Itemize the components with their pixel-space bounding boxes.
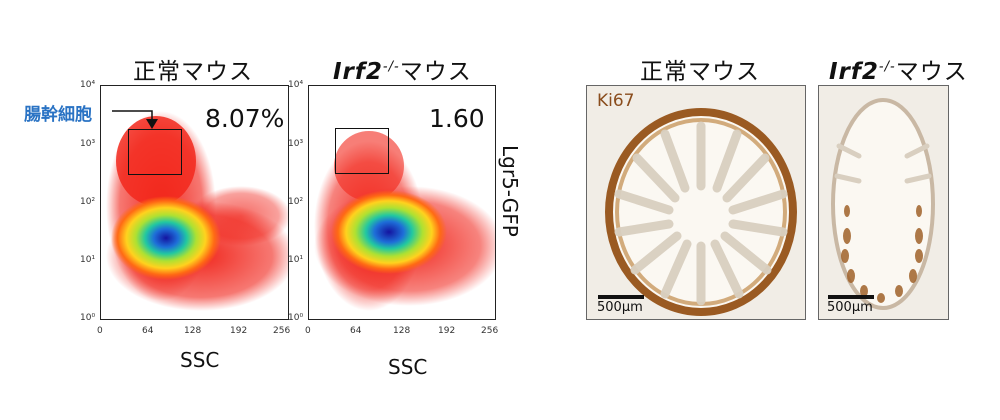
genotype-superscript: -/- <box>382 59 400 75</box>
title-irf2-histology: Irf2-/-マウス <box>829 52 968 86</box>
scalebar-label-normal: 500μm <box>597 300 643 315</box>
ytick-normal-3: 10³ <box>80 139 96 149</box>
xtick-normal-192: 192 <box>230 326 248 336</box>
ytick-irf2-0: 10⁰ <box>288 313 304 323</box>
ytick-irf2-3: 10³ <box>288 139 304 149</box>
xtick-irf2-0: 0 <box>305 326 311 336</box>
xtick-irf2-128: 128 <box>393 326 411 336</box>
ytick-normal-0: 10⁰ <box>80 313 96 323</box>
ytick-irf2-4: 10⁴ <box>288 80 304 90</box>
annotation-arrow-icon <box>112 110 158 129</box>
title-normal-facs: 正常マウス <box>133 59 253 85</box>
gene-name: Irf2 <box>333 59 383 85</box>
ytick-irf2-1: 10¹ <box>288 255 304 265</box>
intestine-section-normal <box>605 108 797 316</box>
percent-irf2: 1.60 <box>429 104 485 133</box>
stem-cell-annotation: 腸幹細胞 <box>24 105 92 125</box>
ytick-normal-2: 10² <box>80 197 96 207</box>
ytick-normal-1: 10¹ <box>80 255 96 265</box>
scalebar-irf2 <box>828 295 874 299</box>
ki67-label: Ki67 <box>597 91 635 111</box>
gene-name: Irf2 <box>829 59 879 85</box>
xtick-normal-64: 64 <box>142 326 154 336</box>
facs-density-normal <box>106 111 288 311</box>
xtick-normal-0: 0 <box>97 326 103 336</box>
ytick-normal-4: 10⁴ <box>80 80 96 90</box>
facs-plot-normal: 8.07% <box>100 85 289 320</box>
percent-normal: 8.07% <box>205 104 285 133</box>
stem-cell-gate-irf2 <box>335 128 389 174</box>
title-irf2-facs: Irf2-/-マウス <box>333 52 472 86</box>
histology-irf2: 500μm <box>818 85 949 320</box>
scalebar-normal <box>598 295 644 299</box>
xtick-normal-128: 128 <box>184 326 202 336</box>
title-normal-histology: 正常マウス <box>640 59 760 85</box>
intestine-section-irf2 <box>831 98 935 310</box>
facs-density-irf2 <box>314 131 495 311</box>
stem-cell-gate-normal <box>128 129 182 175</box>
xtick-irf2-64: 64 <box>350 326 362 336</box>
ytick-irf2-2: 10² <box>288 197 304 207</box>
ylabel-lgr5-gfp: Lgr5-GFP <box>498 145 522 237</box>
mouse-label: マウス <box>399 59 472 85</box>
xlabel-normal: SSC <box>180 348 220 372</box>
scalebar-label-irf2: 500μm <box>827 300 873 315</box>
mouse-label: マウス <box>895 59 968 85</box>
xtick-normal-256: 256 <box>273 326 291 336</box>
genotype-superscript: -/- <box>878 59 896 75</box>
xtick-irf2-192: 192 <box>438 326 456 336</box>
facs-plot-irf2: 1.60 <box>308 85 496 320</box>
xtick-irf2-256: 256 <box>481 326 499 336</box>
histology-normal: Ki67 500μm <box>586 85 806 320</box>
xlabel-irf2: SSC <box>388 355 428 379</box>
